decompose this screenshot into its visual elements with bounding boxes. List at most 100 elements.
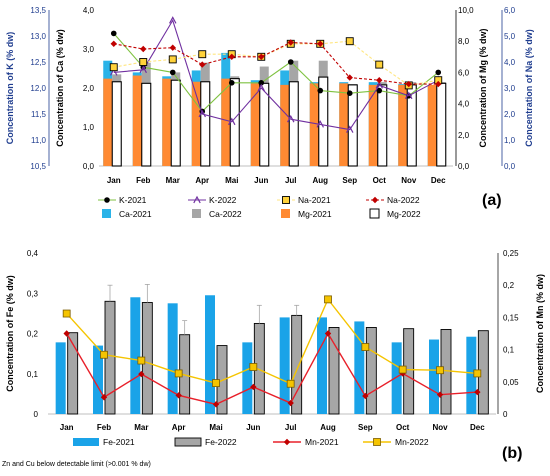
- y-tick-ca: 1,0: [83, 123, 95, 132]
- y-axis-label-mg: Concentration of Mg (% dw): [478, 29, 488, 148]
- bar-mg-2022: [141, 82, 152, 167]
- bar-mg-2022: [111, 81, 122, 167]
- point-k-2021: [346, 90, 353, 96]
- legend-swatch-ca-2022: [192, 209, 201, 218]
- legend-marker-k-2022: [193, 195, 201, 204]
- y-tick-mg: 2,0: [458, 131, 470, 140]
- bar-mg-2022: [200, 81, 211, 167]
- x-tick-label: Mar: [134, 423, 148, 432]
- bar-fe-2021: [391, 342, 402, 414]
- bar-mg-2022: [377, 84, 388, 167]
- panel-a-chart: 10,5 11,0 11,5 12,0 12,5 13,0 13,5 0,0 1,0 2,0 3,0…: [5, 6, 534, 219]
- point-k-2021: [169, 69, 176, 76]
- x-tick-label: Mai: [209, 423, 222, 432]
- legend-label: Mn-2022: [395, 437, 429, 447]
- y-tick-ca: 3,0: [83, 45, 95, 54]
- legend-marker-na-2021: [282, 196, 290, 204]
- x-tick-label: Aug: [312, 176, 328, 185]
- bar-mg-2022: [259, 82, 270, 167]
- point-k-2022: [287, 114, 295, 123]
- y-tick-na: 4,0: [504, 58, 516, 67]
- bar-fe-2021: [354, 321, 365, 414]
- point-mn-2022: [286, 379, 295, 388]
- x-tick-label: Sep: [342, 176, 357, 185]
- y-tick-mn: 0,05: [503, 378, 519, 387]
- point-mn-2022: [436, 366, 444, 375]
- y-axis-label-mn: Concentration of Mn (% dw): [535, 274, 545, 393]
- point-mn-2021: [212, 401, 220, 408]
- legend-label: Ca-2021: [119, 209, 152, 219]
- y-tick-na: 6,0: [504, 6, 516, 15]
- y-axis-label-na: Concentration of Na (% dw): [524, 29, 534, 147]
- y-tick-k: 13,0: [30, 32, 46, 41]
- point-k-2021: [258, 80, 265, 86]
- line-na-2022: [113, 41, 439, 85]
- y-tick-mn: 0,15: [503, 313, 519, 322]
- point-k-2022: [257, 83, 265, 92]
- bar-fe-2021: [429, 339, 439, 414]
- x-tick-label: Jun: [246, 423, 260, 432]
- bar-fe-2022: [328, 327, 340, 415]
- point-na-2022: [258, 53, 265, 60]
- x-tick-label: Jun: [254, 176, 268, 185]
- legend-label: Fe-2021: [103, 437, 135, 447]
- y-tick-ca: 4,0: [83, 6, 95, 15]
- y-tick-ca: 0,0: [83, 162, 95, 171]
- y-tick-k: 10,5: [30, 162, 46, 171]
- y-tick-mn: 0: [503, 410, 508, 419]
- bar-mg-2021: [162, 78, 172, 166]
- legend-marker-mn-2021: [283, 438, 291, 446]
- bar-fe-2021: [242, 342, 253, 414]
- bar-fe-2021: [466, 336, 477, 414]
- point-k-2021: [228, 80, 235, 86]
- point-mn-2021: [100, 394, 108, 401]
- x-tick-label: Jan: [60, 423, 74, 432]
- y-axis-label-fe: Concentration of Fe (% dw): [5, 275, 15, 392]
- point-na-2022: [287, 39, 294, 46]
- y-tick-na: 3,0: [504, 84, 516, 93]
- x-tick-label: Nov: [432, 423, 448, 432]
- y-axis-label-k: Concentration of K (% dw): [5, 32, 15, 145]
- y-axis-label-ca: Concentration of Ca (% dw): [55, 29, 65, 147]
- point-na-2022: [140, 45, 147, 53]
- point-k-2022: [228, 117, 236, 126]
- point-na-2021: [139, 58, 148, 66]
- legend-label: Mn-2021: [305, 437, 339, 447]
- bar-mg-2022: [318, 76, 329, 167]
- legend-swatch-mg-2021: [281, 209, 290, 218]
- bar-mg-2022: [288, 81, 299, 167]
- bar-mg-2021: [221, 78, 231, 166]
- y-tick-fe: 0,3: [27, 289, 39, 298]
- point-mn-2021: [250, 383, 257, 391]
- point-k-2021: [287, 59, 294, 65]
- panel-label-a: (a): [482, 192, 502, 209]
- y-tick-na: 5,0: [504, 32, 516, 41]
- y-tick-k: 12,0: [30, 84, 46, 93]
- x-tick-label: Mai: [225, 176, 238, 185]
- y-tick-k: 13,5: [30, 6, 46, 15]
- legend-label: Na-2021: [298, 195, 331, 205]
- y-tick-k: 12,5: [30, 58, 46, 67]
- point-na-2022: [346, 74, 353, 81]
- panel-label-b: (b): [502, 445, 522, 462]
- bar-mg-2021: [427, 84, 437, 166]
- point-na-2022: [435, 80, 442, 88]
- point-mn-2021: [436, 391, 444, 398]
- bar-mg-2022: [170, 79, 181, 167]
- y-tick-fe: 0,1: [27, 370, 39, 379]
- line-k-2022: [113, 19, 439, 131]
- point-na-2021: [198, 50, 207, 59]
- point-na-2021: [168, 55, 177, 64]
- legend-label: Fe-2022: [205, 437, 237, 447]
- bar-mg-2021: [339, 83, 349, 166]
- bar-fe-2021: [317, 317, 327, 414]
- bar-mg-2021: [280, 84, 290, 166]
- point-k-2022: [316, 120, 324, 128]
- point-mn-2022: [100, 350, 108, 359]
- x-tick-label: Feb: [136, 176, 150, 185]
- bar-mg-2021: [191, 81, 201, 166]
- point-k-2022: [169, 16, 177, 24]
- x-tick-label: Jan: [107, 176, 121, 185]
